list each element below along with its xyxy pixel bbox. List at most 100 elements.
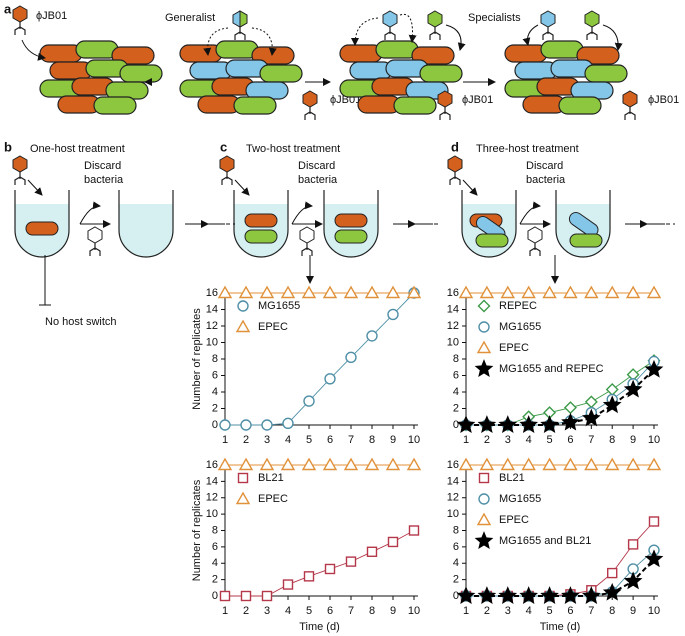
phage (527, 226, 543, 256)
legend-label: REPEC (499, 300, 537, 312)
panel-label: c (220, 139, 227, 154)
point (238, 457, 254, 471)
y-tick-label: 8 (212, 353, 218, 365)
bacterium (111, 46, 155, 65)
phage-tail (384, 27, 396, 40)
generalist-label: Generalist (165, 12, 215, 24)
y-tick-label: 2 (453, 402, 459, 414)
bacterium (411, 46, 455, 65)
point (303, 395, 315, 407)
y-tick-label: 0 (453, 419, 459, 431)
phage (540, 10, 556, 40)
point (237, 472, 249, 484)
point (498, 586, 518, 604)
point (602, 395, 622, 414)
phage-head (447, 155, 463, 173)
legend-label: BL21 (258, 472, 284, 484)
point (301, 285, 317, 299)
point (476, 512, 492, 526)
discard-label: bacteria (298, 174, 338, 186)
legend-label: EPEC (499, 342, 529, 354)
y-tick-label: 14 (447, 475, 459, 487)
point (366, 330, 378, 342)
point (456, 415, 476, 433)
bacterium (419, 64, 463, 83)
point (605, 383, 619, 397)
y-tick-label: 12 (206, 320, 218, 332)
point (602, 582, 622, 601)
y-tick-label: 4 (453, 557, 459, 569)
point (240, 419, 252, 431)
point (240, 590, 252, 602)
legend-label: EPEC (258, 321, 288, 333)
point (521, 457, 536, 471)
phage-head (12, 5, 28, 23)
inhibit (39, 255, 51, 306)
point (584, 395, 598, 409)
x-tick-label: 1 (222, 605, 228, 617)
y-tick-label: 14 (206, 475, 218, 487)
y-tick-label: 16 (447, 287, 459, 299)
tube (14, 190, 70, 258)
point (217, 285, 233, 299)
phage (584, 10, 600, 40)
phage-label: ϕJB01 (462, 94, 493, 106)
phage-head (299, 226, 315, 244)
phage-tail (89, 243, 101, 256)
x-tick-label: 5 (546, 605, 552, 617)
x-tick-label: 7 (588, 434, 594, 446)
point (406, 457, 422, 471)
point (280, 285, 296, 299)
point (261, 419, 273, 431)
point (500, 457, 515, 471)
phage-head (540, 10, 556, 28)
y-tick-label: 2 (453, 574, 459, 586)
arrow (522, 24, 539, 46)
point (282, 417, 294, 430)
bacterium (25, 221, 59, 236)
point (584, 285, 599, 299)
point (646, 457, 662, 471)
x-tick-label: 5 (306, 434, 312, 446)
x-tick-label: 4 (285, 434, 291, 446)
phage-tail (234, 27, 246, 40)
phage-head (527, 226, 543, 244)
x-tick-label: 10 (648, 605, 660, 617)
arrow (399, 13, 417, 43)
point (521, 285, 536, 299)
y-tick-label: 4 (212, 557, 218, 569)
arrow (79, 201, 101, 225)
point (366, 546, 378, 557)
legend-label: BL21 (499, 472, 525, 484)
y-tick-label: 8 (212, 524, 218, 536)
point (259, 285, 275, 299)
y-tick-label: 12 (447, 492, 459, 504)
phage-head-half (239, 10, 248, 28)
point (625, 285, 641, 299)
panel-title: One-host treatment (30, 143, 125, 155)
x-tick-label: 4 (526, 434, 532, 446)
point (500, 285, 515, 299)
point (477, 415, 497, 433)
bacterium (584, 64, 628, 83)
legend-label: MG1655 (258, 300, 300, 312)
x-tick-label: 3 (505, 434, 511, 446)
panel-label: d (451, 139, 459, 154)
phage-tail (14, 172, 26, 185)
phage-head (584, 10, 600, 28)
point (345, 556, 357, 567)
point (261, 590, 273, 602)
phage-head (437, 90, 453, 108)
x-tick-label: 7 (348, 605, 354, 617)
y-tick-label: 2 (212, 402, 218, 414)
legend-label: MG1655 and REPEC (499, 363, 604, 375)
series-line (466, 549, 655, 597)
phage-tail (586, 27, 598, 40)
phage (12, 5, 28, 35)
bacterium (244, 213, 278, 228)
point (607, 567, 618, 579)
y-axis-label: Number of replicates (191, 479, 203, 581)
bacterium (393, 96, 437, 115)
bacterium (558, 96, 602, 115)
bacterium (244, 229, 278, 244)
